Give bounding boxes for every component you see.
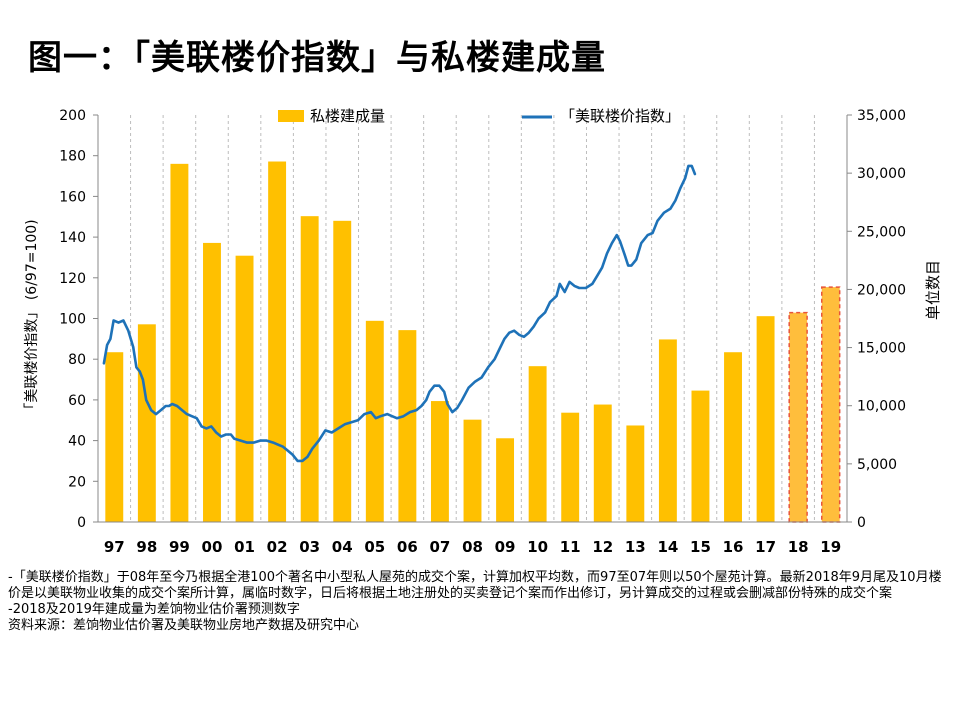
left-axis-label: 「美联楼价指数」 (6/97=100) (24, 219, 40, 416)
left-axis-ticks: 0 20 40 60 80 100 120 140 160 180 200 (59, 108, 98, 531)
page-title: 图一：「美联楼价指数」与私楼建成量 (28, 38, 606, 78)
bar-15 (691, 390, 710, 522)
x-tick-label: 16 (723, 538, 744, 556)
left-tick-label: 60 (68, 393, 86, 409)
bar-13 (626, 425, 645, 522)
right-tick-label: 5,000 (857, 457, 897, 473)
grid (130, 115, 815, 522)
x-tick-label: 00 (202, 538, 223, 556)
bar-99 (170, 163, 189, 522)
x-tick-label: 11 (560, 538, 581, 556)
x-tick-label: 01 (234, 538, 255, 556)
x-tick-label: 17 (755, 538, 776, 556)
bar-07 (430, 401, 449, 522)
x-tick-label: 97 (104, 538, 125, 556)
x-tick-label: 18 (788, 538, 809, 556)
left-tick-label: 40 (68, 434, 86, 450)
bar-12 (593, 404, 612, 522)
bar-09 (496, 438, 515, 522)
bar-06 (398, 330, 417, 522)
footnote-source: 资料来源：差饷物业估价署及美联物业房地产数据及研究中心 (8, 618, 360, 633)
x-tick-label: 03 (299, 538, 320, 556)
left-tick-label: 140 (59, 230, 86, 246)
right-axis-ticks: 0 5,000 10,000 15,000 20,000 25,000 30,000 35,0… (847, 108, 906, 531)
legend-line-label: 「美联楼价指数」 (560, 107, 680, 125)
x-tick-label: 06 (397, 538, 418, 556)
bar-02 (268, 161, 287, 522)
right-tick-label: 15,000 (857, 341, 906, 357)
right-axis-label: 单位数目 (924, 260, 942, 320)
legend-bar-swatch (278, 110, 304, 122)
bar-series (105, 161, 841, 523)
bar-17 (756, 316, 775, 522)
x-tick-label: 05 (364, 538, 385, 556)
footnote-1: -「美联楼价指数」于08年至今乃根据全港100个著名中小型私人屋苑的成交个案，计… (8, 570, 942, 601)
x-tick-label: 98 (136, 538, 157, 556)
x-axis-ticks: 97 98 99 00 01 02 03 04 05 06 07 08 09 10 11 12 13 14 15 16… (104, 538, 841, 556)
x-tick-label: 19 (820, 538, 841, 556)
x-tick-label: 07 (429, 538, 450, 556)
bar-03 (300, 216, 319, 522)
left-tick-label: 160 (59, 189, 86, 205)
left-tick-label: 20 (68, 474, 86, 490)
bar-14 (658, 339, 677, 522)
bar-01 (235, 255, 254, 522)
left-tick-label: 120 (59, 271, 86, 287)
right-tick-label: 30,000 (857, 166, 906, 182)
bar-98 (137, 324, 156, 522)
footnote-2: -2018及2019年建成量为差饷物业估价署预测数字 (8, 602, 300, 617)
left-tick-label: 200 (59, 108, 86, 124)
x-tick-label: 99 (169, 538, 190, 556)
x-tick-label: 13 (625, 538, 646, 556)
right-tick-label: 35,000 (857, 108, 906, 124)
bar-16 (724, 352, 742, 522)
right-tick-label: 20,000 (857, 282, 906, 298)
bar-forecast-19 (821, 286, 841, 523)
x-tick-label: 12 (592, 538, 613, 556)
x-tick-label: 14 (657, 538, 678, 556)
bar-04 (333, 220, 352, 522)
right-tick-label: 10,000 (857, 399, 906, 415)
x-tick-label: 10 (527, 538, 548, 556)
x-tick-label: 08 (462, 538, 483, 556)
bar-00 (203, 242, 221, 522)
left-tick-label: 100 (59, 312, 86, 328)
legend: 私楼建成量 「美联楼价指数」 (278, 107, 680, 125)
left-tick-label: 80 (68, 352, 86, 368)
x-tick-label: 09 (495, 538, 516, 556)
footnotes: -「美联楼价指数」于08年至今乃根据全港100个著名中小型私人屋苑的成交个案，计… (8, 570, 953, 634)
x-tick-label: 15 (690, 538, 711, 556)
bar-10 (528, 366, 547, 522)
x-tick-label: 02 (267, 538, 288, 556)
right-tick-label: 25,000 (857, 224, 906, 240)
bar-11 (561, 412, 580, 522)
bar-forecast-18 (788, 311, 808, 523)
index-line (102, 164, 697, 463)
legend-bar-label: 私楼建成量 (310, 107, 385, 125)
left-tick-label: 180 (59, 149, 86, 165)
right-tick-label: 0 (857, 515, 866, 531)
bar-97 (105, 352, 124, 522)
x-tick-label: 04 (332, 538, 353, 556)
left-tick-label: 0 (77, 515, 86, 531)
bar-05 (365, 320, 384, 522)
bar-08 (463, 419, 482, 522)
